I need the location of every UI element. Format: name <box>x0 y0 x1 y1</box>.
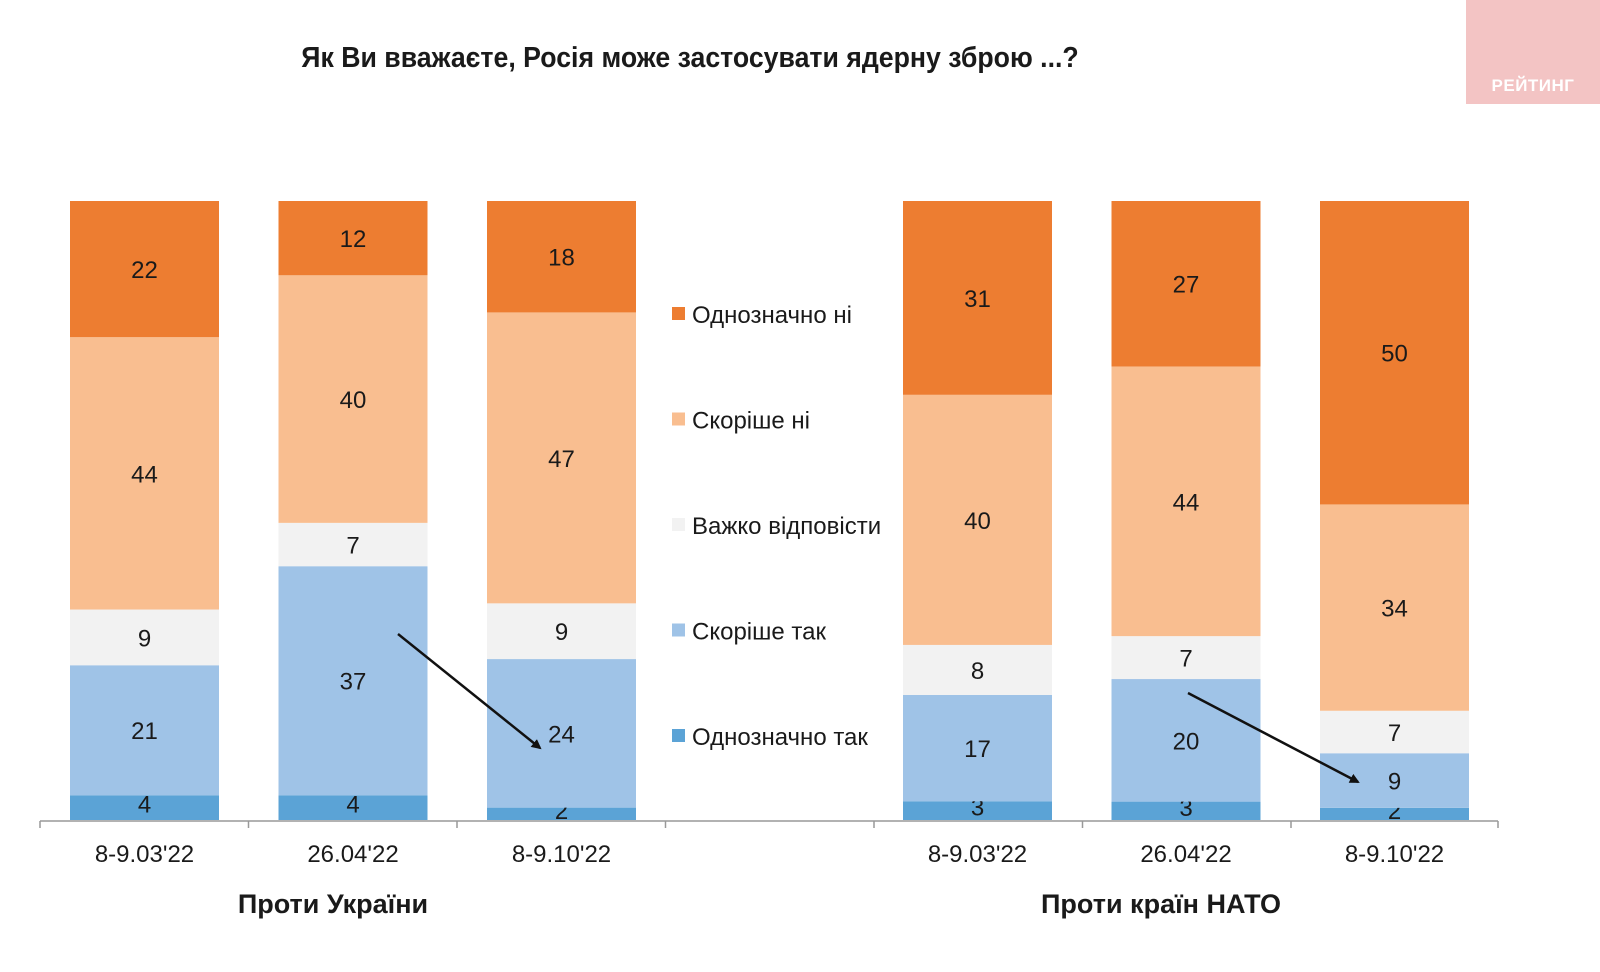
bar-segment <box>70 337 219 610</box>
bar-segment <box>278 201 428 276</box>
x-tick-label: 8-9.03'22 <box>928 841 1027 868</box>
x-tick-label: 8-9.10'22 <box>1345 841 1444 868</box>
bar-segment <box>70 795 219 820</box>
bar-segment <box>903 644 1052 695</box>
group-label: Проти країн НАТО <box>1041 889 1281 919</box>
trend-arrow <box>1187 691 1360 784</box>
data-label: 8 <box>971 658 984 685</box>
legend-swatch <box>672 307 685 320</box>
data-label: 4 <box>346 792 359 819</box>
bars-layer: 4219442243774012224947183178403132074427… <box>70 201 1469 825</box>
data-label: 47 <box>548 446 575 473</box>
legend-item: Однозначно так <box>672 724 868 751</box>
legend-label: Однозначно ні <box>692 302 852 329</box>
x-tick-label: 26.04'22 <box>307 841 398 868</box>
data-label: 4 <box>138 792 151 819</box>
bar-segment <box>1320 807 1469 820</box>
bar-segment <box>487 312 636 604</box>
data-label: 7 <box>1388 720 1401 747</box>
bar-segment <box>278 275 428 523</box>
bar-segment <box>903 201 1052 395</box>
annotations-layer <box>397 633 1360 784</box>
data-label: 24 <box>548 721 575 748</box>
x-tick-label: 26.04'22 <box>1140 841 1231 868</box>
legend-swatch <box>672 518 685 531</box>
legend-item: Важко відповісти <box>672 513 881 540</box>
x-tick-label: 8-9.03'22 <box>95 841 194 868</box>
bar-segment <box>70 665 219 796</box>
bar-segment <box>278 522 428 567</box>
data-label: 40 <box>340 387 367 414</box>
x-tick-label: 8-9.10'22 <box>512 841 611 868</box>
rating-logo: РЕЙТИНГ <box>1466 0 1600 104</box>
data-label: 44 <box>1173 489 1200 516</box>
data-label: 18 <box>548 245 575 272</box>
data-label: 34 <box>1381 596 1408 623</box>
logo-text: РЕЙТИНГ <box>1491 76 1575 95</box>
bar-segment <box>1111 201 1261 367</box>
data-label: 31 <box>964 286 991 313</box>
trend-arrow <box>397 633 542 750</box>
data-label: 7 <box>346 533 359 560</box>
data-label: 17 <box>964 736 991 763</box>
data-label: 44 <box>131 461 158 488</box>
bar-segment <box>903 694 1052 802</box>
bar-segment <box>1320 710 1469 754</box>
bar-segment <box>1111 636 1261 680</box>
data-label: 22 <box>131 257 158 284</box>
data-label: 12 <box>340 226 367 253</box>
legend-item: Однозначно ні <box>672 302 852 329</box>
data-label: 40 <box>964 508 991 535</box>
data-label: 37 <box>340 669 367 696</box>
bar-segment <box>487 603 636 660</box>
group-label: Проти України <box>238 889 428 919</box>
bar-segment <box>278 795 428 820</box>
legend-label: Важко відповісти <box>692 513 881 540</box>
chart-title: Як Ви вважаєте, Росія може застосувати я… <box>301 42 1079 74</box>
data-label: 9 <box>138 625 151 652</box>
data-label: 9 <box>555 619 568 646</box>
legend-label: Однозначно так <box>692 724 868 751</box>
data-label: 7 <box>1179 646 1192 673</box>
data-label: 27 <box>1173 272 1200 299</box>
bar-segment <box>70 201 219 338</box>
bar-segment <box>70 609 219 666</box>
legend-swatch <box>672 412 685 426</box>
bar-segment <box>278 566 428 796</box>
bar-segment <box>487 659 636 808</box>
data-label: 3 <box>971 795 984 822</box>
bar-segment <box>1320 753 1469 808</box>
legend-swatch <box>672 729 685 742</box>
legend-label: Скоріше ні <box>692 408 810 435</box>
bar-segment <box>1320 201 1469 505</box>
x-axis: 8-9.03'22 26.04'22 8-9.10'22 Проти України 8… <box>39 820 1499 919</box>
legend: Однозначно ні Скоріше ні Важко відповісти С… <box>672 302 881 751</box>
bar-segment <box>1111 801 1261 820</box>
bar-segment <box>487 807 636 820</box>
bar-segment <box>1111 366 1261 637</box>
data-label: 50 <box>1381 341 1408 368</box>
data-label: 21 <box>131 718 158 745</box>
bar-segment <box>903 394 1052 645</box>
legend-item: Скоріше ні <box>672 408 810 435</box>
legend-item: Скоріше так <box>672 619 826 646</box>
bar-segment <box>1111 679 1261 802</box>
data-label: 9 <box>1388 769 1401 796</box>
bar-segment <box>903 801 1052 820</box>
data-label: 20 <box>1173 728 1200 755</box>
bar-segment <box>1320 504 1469 711</box>
legend-swatch <box>672 623 685 637</box>
legend-label: Скоріше так <box>692 619 826 646</box>
bar-segment <box>487 201 636 313</box>
